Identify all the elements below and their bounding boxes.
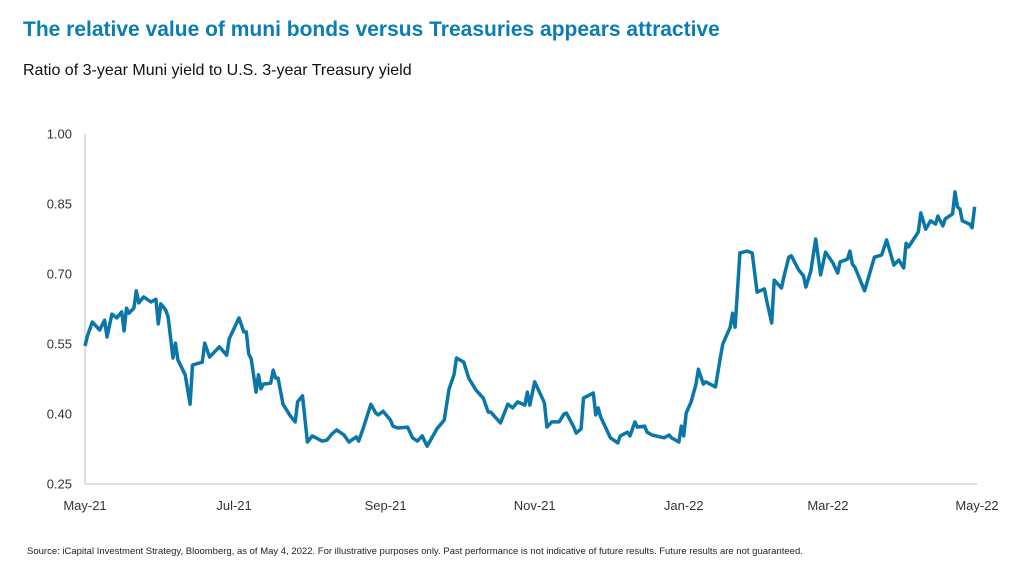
- y-tick-label: 0.55: [47, 337, 72, 352]
- chart-subtitle: Ratio of 3-year Muni yield to U.S. 3-yea…: [23, 62, 412, 79]
- x-tick-label: Nov-21: [514, 498, 556, 513]
- y-tick-label: 0.25: [47, 477, 72, 492]
- x-tick-label: Mar-22: [807, 498, 848, 513]
- x-tick-label: May-22: [955, 498, 998, 513]
- x-tick-label: Jan-22: [664, 498, 704, 513]
- series-line: [83, 190, 977, 448]
- y-tick-label: 0.85: [47, 197, 72, 212]
- y-tick-label: 0.40: [47, 407, 72, 422]
- x-tick-label: May-21: [63, 498, 106, 513]
- y-tick-label: 0.70: [47, 267, 72, 282]
- source-note: Source: iCapital Investment Strategy, Bl…: [27, 546, 803, 557]
- x-tick-label: Sep-21: [365, 498, 407, 513]
- y-tick-label: 1.00: [47, 127, 72, 142]
- chart-title: The relative value of muni bonds versus …: [23, 18, 720, 41]
- x-tick-label: Jul-21: [216, 498, 251, 513]
